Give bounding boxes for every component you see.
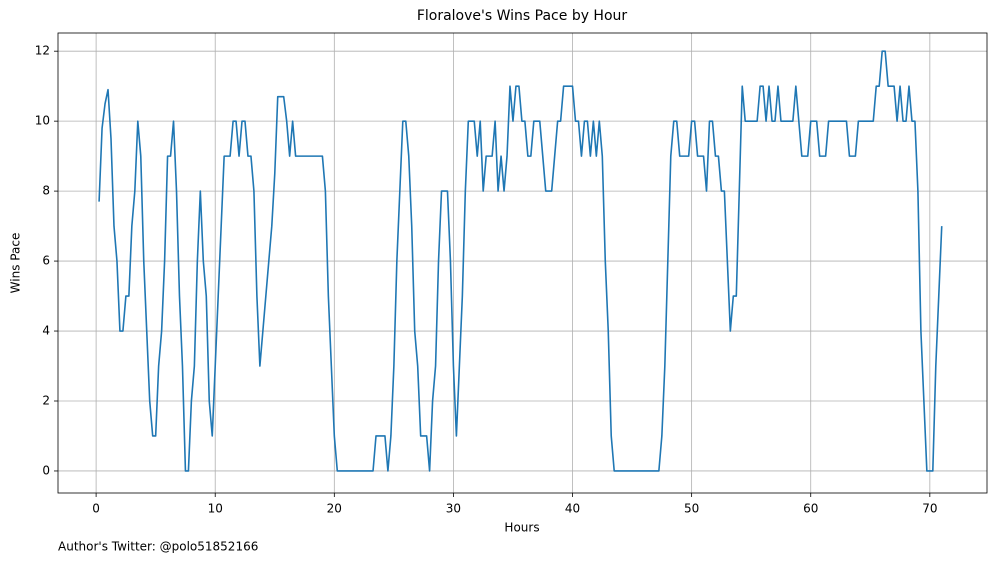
y-tick-label: 4: [42, 324, 50, 338]
y-tick-label: 8: [42, 184, 50, 198]
x-tick-label: 10: [208, 502, 223, 516]
y-tick-label: 6: [42, 254, 50, 268]
y-tick-label: 12: [35, 44, 50, 58]
x-tick-label: 20: [327, 502, 342, 516]
data-line: [98, 50, 943, 472]
plot-frame: [57, 32, 988, 494]
y-tick-label: 10: [35, 114, 50, 128]
x-tick-label: 30: [446, 502, 461, 516]
y-axis-label: Wins Pace: [9, 233, 23, 294]
x-tick-label: 60: [803, 502, 818, 516]
x-tick-label: 70: [922, 502, 937, 516]
x-tick-label: 40: [565, 502, 580, 516]
chart-title: Floralove's Wins Pace by Hour: [417, 8, 628, 24]
x-tick-label: 50: [684, 502, 699, 516]
x-axis-label: Hours: [504, 521, 539, 535]
x-tick-label: 0: [92, 502, 100, 516]
annotation: Author's Twitter: @polo51852166: [58, 540, 258, 554]
y-tick-label: 2: [42, 394, 50, 408]
y-tick-label: 0: [42, 463, 50, 477]
